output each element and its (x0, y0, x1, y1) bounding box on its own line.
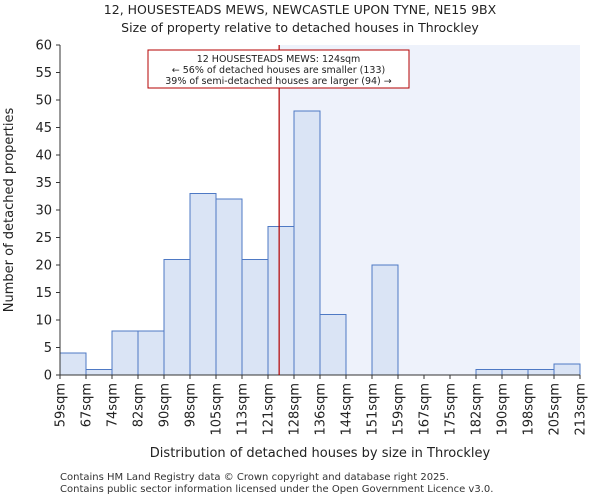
y-tick-label-45: 45 (35, 121, 52, 136)
bar-205sqm (553, 363, 581, 376)
x-tick-label-136sqm: 136sqm (314, 383, 329, 436)
x-tick-label-175sqm: 175sqm (444, 383, 459, 436)
bar-128sqm (293, 110, 321, 376)
bar-121sqm (267, 226, 295, 376)
y-tick-label-60: 60 (35, 39, 52, 54)
x-tick-label-213sqm: 213sqm (574, 383, 589, 436)
x-tick-label-151sqm: 151sqm (366, 383, 381, 436)
footer-line-1: Contains HM Land Registry data © Crown c… (60, 472, 449, 483)
histogram-chart: 0 5 10 15 20 25 30 35 40 45 50 55 60 59sqm 67sqm 74sqm 8… (2, 39, 589, 462)
x-tick-label-121sqm: 121sqm (262, 383, 277, 436)
annotation-box (147, 49, 410, 89)
y-tick-label-40: 40 (35, 149, 52, 164)
bar-105sqm (215, 198, 243, 376)
bar-74sqm (111, 330, 139, 376)
x-tick-label-128sqm: 128sqm (288, 383, 303, 436)
x-tick-label-59sqm: 59sqm (54, 383, 69, 427)
x-tick-label-182sqm: 182sqm (470, 383, 485, 436)
y-tick-label-5: 5 (44, 341, 52, 356)
bar-198sqm (527, 369, 555, 376)
y-tick-label-55: 55 (35, 66, 52, 81)
bar-182sqm (475, 369, 503, 376)
y-tick-label-10: 10 (35, 314, 52, 329)
bar-98sqm (189, 193, 217, 376)
x-tick-label-67sqm: 67sqm (80, 383, 95, 427)
bar-136sqm (319, 314, 347, 376)
x-tick-label-167sqm: 167sqm (418, 383, 433, 436)
x-tick-label-205sqm: 205sqm (548, 383, 563, 436)
x-tick-label-82sqm: 82sqm (132, 383, 147, 427)
annotation-line-1: 12 HOUSESTEADS MEWS: 124sqm (197, 54, 361, 65)
y-tick-label-15: 15 (35, 286, 52, 301)
bar-82sqm (137, 330, 165, 376)
y-tick-label-20: 20 (35, 259, 52, 274)
x-tick-label-113sqm: 113sqm (236, 383, 251, 436)
chart-subtitle: Size of property relative to detached ho… (121, 20, 479, 35)
bar-90sqm (163, 259, 191, 376)
x-tick-label-98sqm: 98sqm (184, 383, 199, 427)
bar-59sqm (59, 352, 87, 376)
y-tick-label-30: 30 (35, 204, 52, 219)
y-axis-label: Number of detached properties (2, 108, 17, 313)
x-tick-label-105sqm: 105sqm (210, 383, 225, 436)
x-tick-label-90sqm: 90sqm (158, 383, 173, 427)
annotation-line-2: ← 56% of detached houses are smaller (13… (172, 65, 385, 76)
y-tick-label-0: 0 (44, 369, 52, 384)
x-tick-label-159sqm: 159sqm (392, 383, 407, 436)
bar-113sqm (241, 259, 269, 376)
bar-67sqm (85, 369, 113, 376)
x-tick-label-190sqm: 190sqm (496, 383, 511, 436)
bar-151sqm (371, 264, 399, 376)
footer-line-2: Contains public sector information licen… (60, 484, 494, 495)
chart-title: 12, HOUSESTEADS MEWS, NEWCASTLE UPON TYN… (103, 2, 497, 17)
y-tick-label-25: 25 (35, 231, 52, 246)
y-tick-label-50: 50 (35, 94, 52, 109)
bar-190sqm (501, 369, 529, 376)
x-axis-label: Distribution of detached houses by size … (150, 446, 491, 461)
x-tick-label-74sqm: 74sqm (106, 383, 121, 427)
x-tick-label-198sqm: 198sqm (522, 383, 537, 436)
x-tick-label-144sqm: 144sqm (340, 383, 355, 436)
annotation-line-3: 39% of semi-detached houses are larger (… (165, 76, 392, 87)
y-tick-label-35: 35 (35, 176, 52, 191)
